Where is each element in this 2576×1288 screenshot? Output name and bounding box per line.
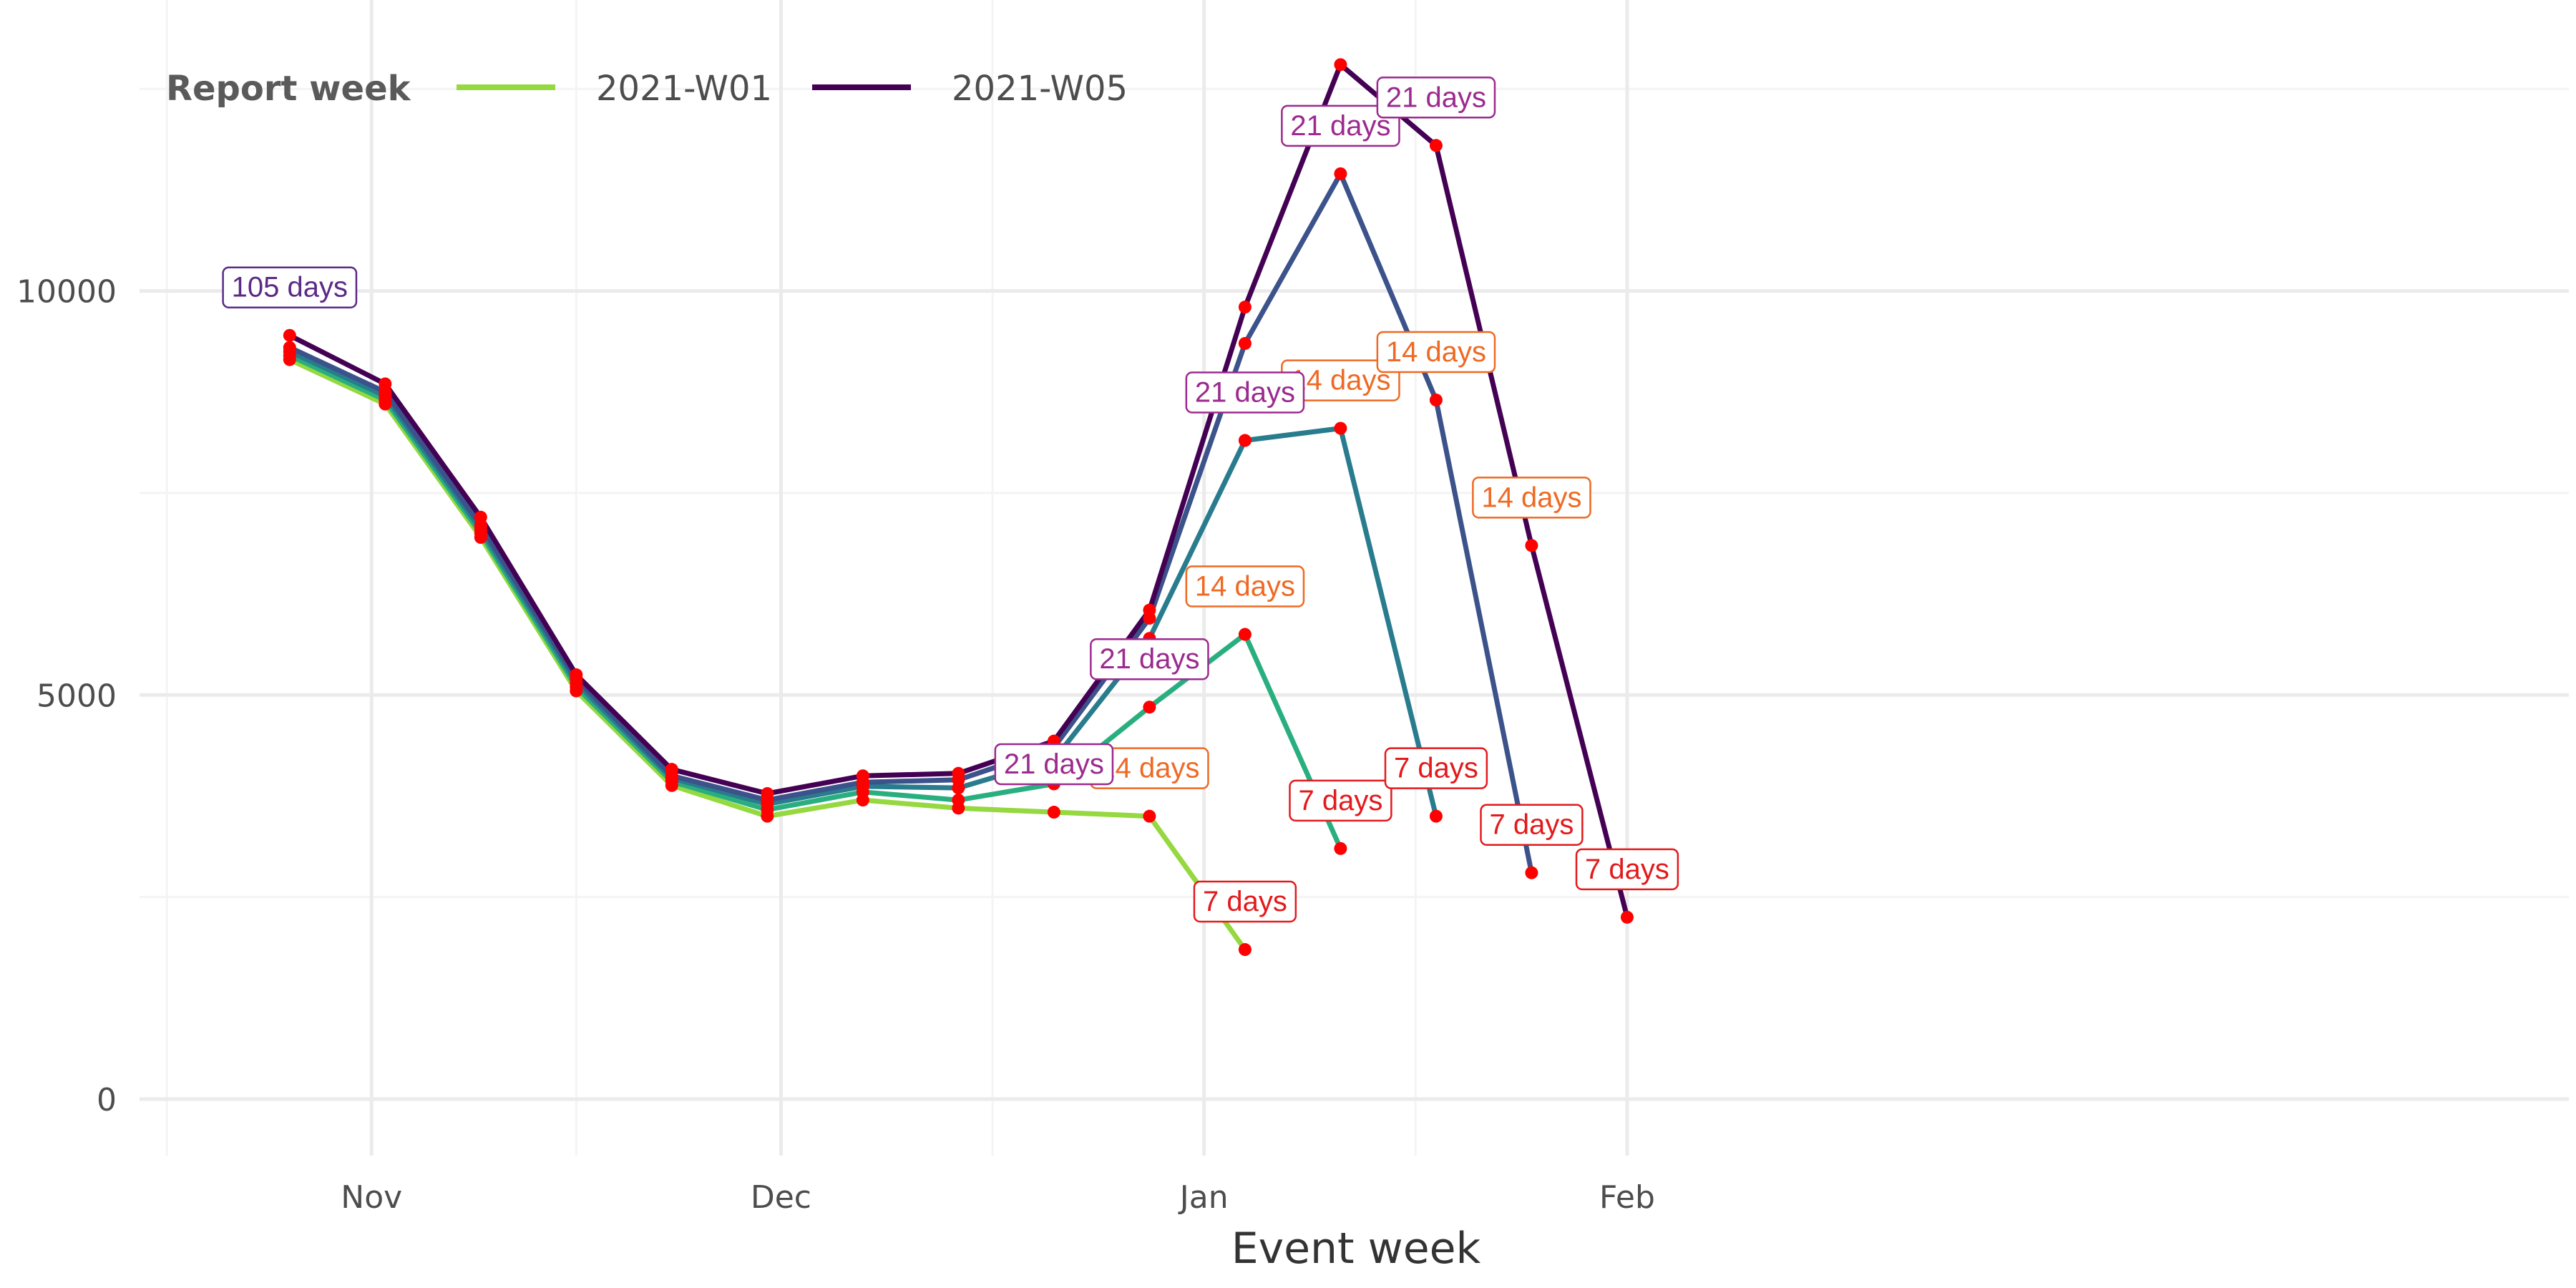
x-tick-label: Jan	[1178, 1179, 1229, 1216]
data-point	[283, 341, 296, 354]
annotation-label: 14 days	[1185, 565, 1305, 608]
annotation-text: 21 days	[1195, 377, 1295, 409]
annotation-layer: 105 days 7 days 7 days 7 days 7 days 7 days 14…	[222, 77, 1679, 923]
annotation-text: 7 days	[1394, 753, 1478, 784]
data-point	[379, 377, 392, 391]
legend-label: 2021-W05	[952, 69, 1128, 109]
annotation-label: 21 days	[1185, 371, 1305, 414]
annotation-label: 21 days	[1376, 77, 1496, 119]
data-point	[1334, 58, 1347, 72]
data-point	[1620, 910, 1634, 924]
annotation-label: 21 days	[1090, 638, 1209, 680]
data-point	[761, 787, 774, 801]
data-point	[1238, 943, 1252, 957]
annotation-box	[994, 743, 1114, 786]
annotation-text: 21 days	[1386, 82, 1486, 113]
data-point	[856, 769, 869, 783]
annotation-box	[1193, 880, 1297, 923]
data-point	[1238, 336, 1252, 350]
x-tick-label: Feb	[1599, 1179, 1655, 1216]
data-point	[1143, 809, 1156, 823]
annotation-label: 14 days	[1281, 359, 1400, 401]
annotation-text: 14 days	[1481, 482, 1581, 513]
annotation-label: 7 days	[1384, 747, 1488, 789]
annotation-box	[1575, 848, 1679, 891]
annotation-text: 7 days	[1585, 854, 1669, 885]
annotation-text: 14 days	[1386, 336, 1486, 368]
data-point	[1238, 301, 1252, 314]
annotation-text: 14 days	[1290, 365, 1390, 396]
data-point	[1334, 167, 1347, 180]
data-point	[665, 763, 678, 776]
data-point	[952, 794, 965, 807]
annotation-text: 7 days	[1490, 809, 1574, 841]
annotation-box	[1090, 638, 1209, 680]
annotation-text: 21 days	[1099, 643, 1199, 675]
legend: Report week 2021-W01 2021-W05	[166, 69, 1128, 109]
annotation-label: 7 days	[1193, 880, 1297, 923]
series-line	[287, 171, 1534, 876]
x-axis-title: Event week	[1231, 1224, 1481, 1274]
data-point	[1047, 806, 1060, 819]
y-tick-label: 5000	[36, 678, 117, 714]
annotation-box	[1289, 779, 1392, 822]
annotation-label: 21 days	[994, 743, 1114, 786]
annotation-text: 7 days	[1203, 886, 1287, 917]
annotation-label: 7 days	[1480, 804, 1584, 846]
data-point	[1143, 701, 1156, 714]
y-tick-label: 10000	[16, 274, 117, 311]
annotation-box	[1376, 331, 1496, 374]
annotation-text: 7 days	[1298, 785, 1382, 816]
annotation-label: 21 days	[1281, 104, 1400, 147]
annotation-text: 14 days	[1195, 571, 1295, 602]
data-point	[1238, 628, 1252, 641]
annotation-label: 14 days	[1090, 747, 1209, 789]
y-tick-label: 0	[97, 1082, 117, 1118]
annotation-text: 21 days	[1290, 110, 1390, 142]
axis-layer: Event week 0 5000 10000 Nov Dec Jan Feb	[16, 274, 1655, 1274]
data-point	[1143, 603, 1156, 617]
annotation-box	[1376, 77, 1496, 119]
data-point	[1334, 421, 1347, 435]
data-point	[1429, 809, 1443, 823]
x-tick-label: Nov	[341, 1179, 402, 1216]
data-point	[1429, 394, 1443, 407]
data-point	[283, 328, 296, 342]
data-point	[1334, 841, 1347, 855]
annotation-box	[1480, 804, 1584, 846]
annotation-box	[1281, 104, 1400, 147]
data-point	[952, 766, 965, 780]
annotation-label: 14 days	[1376, 331, 1496, 374]
annotation-box	[1384, 747, 1488, 789]
annotation-text: 14 days	[1099, 753, 1199, 784]
annotation-box	[1185, 565, 1305, 608]
annotation-text: 105 days	[232, 272, 348, 303]
annotation-box	[1472, 477, 1591, 519]
legend-title: Report week	[166, 69, 411, 109]
data-point	[474, 510, 487, 524]
annotation-text: 21 days	[1004, 748, 1104, 780]
annotation-label: 7 days	[1289, 779, 1392, 822]
annotation-label: 105 days	[222, 266, 358, 308]
x-tick-label: Dec	[751, 1179, 811, 1216]
annotation-box	[222, 266, 358, 308]
data-point	[1429, 139, 1443, 152]
annotation-label: 14 days	[1472, 477, 1591, 519]
legend-label: 2021-W01	[596, 69, 772, 109]
data-point	[570, 668, 583, 682]
data-point	[1238, 434, 1252, 447]
annotation-label: 7 days	[1575, 848, 1679, 891]
annotation-box	[1185, 371, 1305, 414]
data-point	[1525, 866, 1538, 879]
data-point	[1525, 539, 1538, 552]
